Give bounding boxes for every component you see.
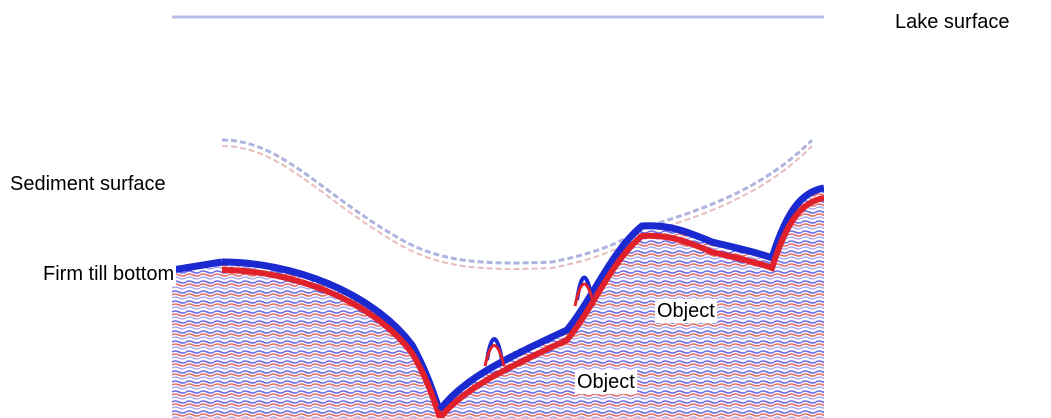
firm-till-bottom-label: Firm till bottom (41, 262, 177, 286)
object-label-upper: Object (655, 299, 717, 323)
gpr-radargram-image (172, 15, 824, 418)
lake-surface-label: Lake surface (895, 11, 1010, 33)
sediment-surface-reflection (221, 138, 814, 265)
sediment-surface-label: Sediment surface (10, 173, 166, 195)
object-label-lower: Object (575, 370, 637, 394)
